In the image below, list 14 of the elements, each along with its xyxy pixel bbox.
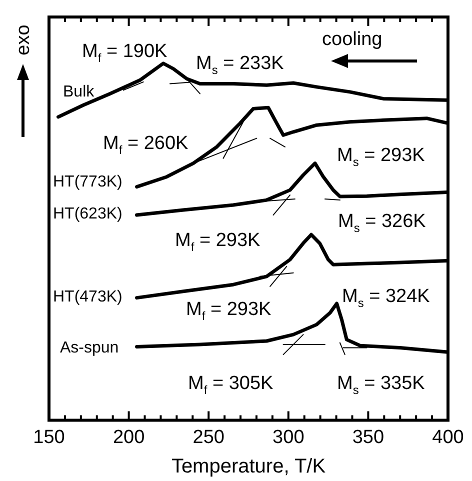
x-tick-label: 300 [272,426,304,448]
x-tick-label: 150 [33,426,65,448]
x-tick-label: 200 [112,426,145,448]
series-label: As-spun [60,339,119,356]
series-label: HT(623K) [53,205,122,222]
series-label: HT(773K) [53,173,122,190]
x-tick-label: 250 [192,426,224,448]
x-tick-label: 400 [432,426,464,448]
y-axis-title: exo [13,24,34,56]
x-axis-title: Temperature, T/K [171,456,326,478]
x-tick-label: 350 [352,426,384,448]
series-label: Bulk [63,83,96,100]
series-label: HT(473K) [53,288,122,306]
text: cooling [322,29,382,50]
